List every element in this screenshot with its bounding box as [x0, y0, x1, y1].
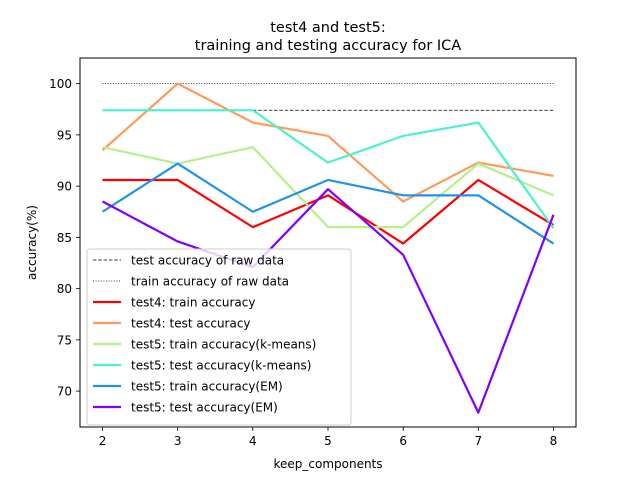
y-tick-label: 80	[57, 282, 72, 296]
chart-title: test4 and test5: training and testing ac…	[195, 20, 462, 54]
legend-label: test5: test accuracy(EM)	[131, 401, 278, 415]
x-axis-label: keep_components	[273, 457, 382, 471]
y-tick-label: 70	[57, 385, 72, 399]
series-line-5	[101, 162, 555, 245]
y-axis-label: accuracy(%)	[25, 205, 39, 280]
x-tick-label: 8	[550, 434, 558, 448]
series-line-6	[102, 188, 555, 414]
legend-label: test accuracy of raw data	[131, 254, 284, 268]
x-tick-label: 6	[399, 434, 407, 448]
legend-label: test5: test accuracy(k-means)	[131, 359, 311, 373]
series-lines	[101, 82, 555, 414]
series-line-3	[102, 146, 554, 229]
legend-label: test5: train accuracy(k-means)	[131, 338, 316, 352]
legend: test accuracy of raw data train accuracy …	[86, 248, 352, 426]
x-tick-label: 2	[99, 434, 107, 448]
y-tick-label: 100	[49, 77, 72, 91]
y-axis: 70 75 80 85 90 95 100	[49, 77, 80, 399]
legend-label: test5: train accuracy(EM)	[131, 380, 283, 394]
series-line-4	[102, 109, 555, 229]
series-line-1	[102, 178, 555, 245]
x-axis: 2 3 4 5 6 7 8	[99, 427, 558, 448]
legend-label: test4: test accuracy	[131, 317, 251, 331]
y-tick-label: 85	[57, 231, 72, 245]
x-tick-label: 4	[249, 434, 257, 448]
y-tick-label: 90	[57, 180, 72, 194]
x-tick-label: 5	[324, 434, 332, 448]
y-tick-label: 95	[57, 128, 72, 142]
legend-label: test4: train accuracy	[131, 296, 255, 310]
chart-title-line-1: test4 and test5:	[270, 20, 386, 36]
x-tick-label: 7	[474, 434, 482, 448]
legend-label: train accuracy of raw data	[131, 275, 289, 289]
x-tick-label: 3	[174, 434, 182, 448]
legend-box	[86, 248, 352, 426]
reference-lines	[102, 83, 554, 111]
chart-title-line-2: training and testing accuracy for ICA	[195, 38, 462, 54]
y-tick-label: 75	[57, 333, 72, 347]
